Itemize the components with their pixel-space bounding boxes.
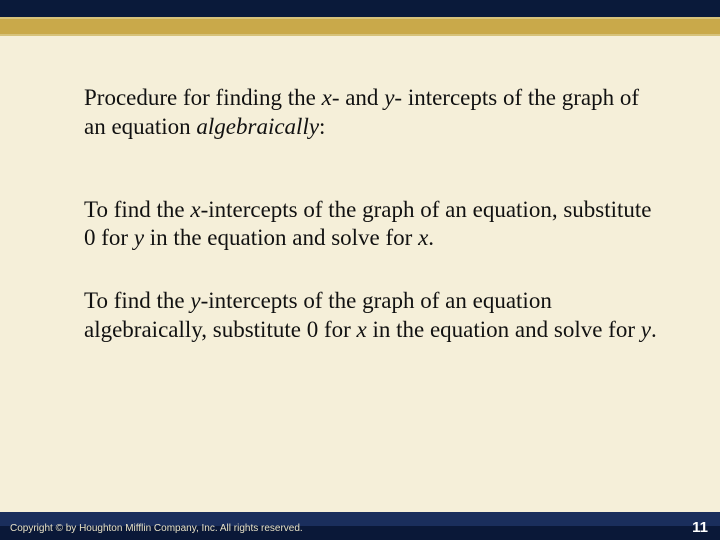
- top-band: [0, 0, 720, 36]
- var-x: x: [322, 85, 332, 110]
- heading-seg: :: [319, 114, 325, 139]
- p1-seg: .: [428, 225, 434, 250]
- slide-content: Procedure for finding the x- and y- inte…: [84, 84, 660, 379]
- var-x: x: [357, 317, 367, 342]
- var-y: y: [134, 225, 144, 250]
- p2-seg: in the equation and solve for: [367, 317, 641, 342]
- var-y: y: [384, 85, 394, 110]
- p2-seg: To find the: [84, 288, 190, 313]
- p1-seg: in the equation and solve for: [144, 225, 418, 250]
- p1-seg: To find the: [84, 197, 190, 222]
- var-x: x: [190, 197, 200, 222]
- copyright-text: Copyright © by Houghton Mifflin Company,…: [10, 523, 303, 534]
- heading: Procedure for finding the x- and y- inte…: [84, 84, 660, 142]
- word-algebraically: algebraically: [196, 114, 319, 139]
- heading-seg: Procedure for finding the: [84, 85, 322, 110]
- paragraph-y-intercept: To find the y-intercepts of the graph of…: [84, 287, 660, 345]
- var-y: y: [190, 288, 200, 313]
- heading-seg: - and: [332, 85, 384, 110]
- paragraph-x-intercept: To find the x-intercepts of the graph of…: [84, 196, 660, 254]
- p2-seg: .: [651, 317, 657, 342]
- var-y: y: [641, 317, 651, 342]
- page-number: 11: [692, 519, 708, 536]
- var-x: x: [418, 225, 428, 250]
